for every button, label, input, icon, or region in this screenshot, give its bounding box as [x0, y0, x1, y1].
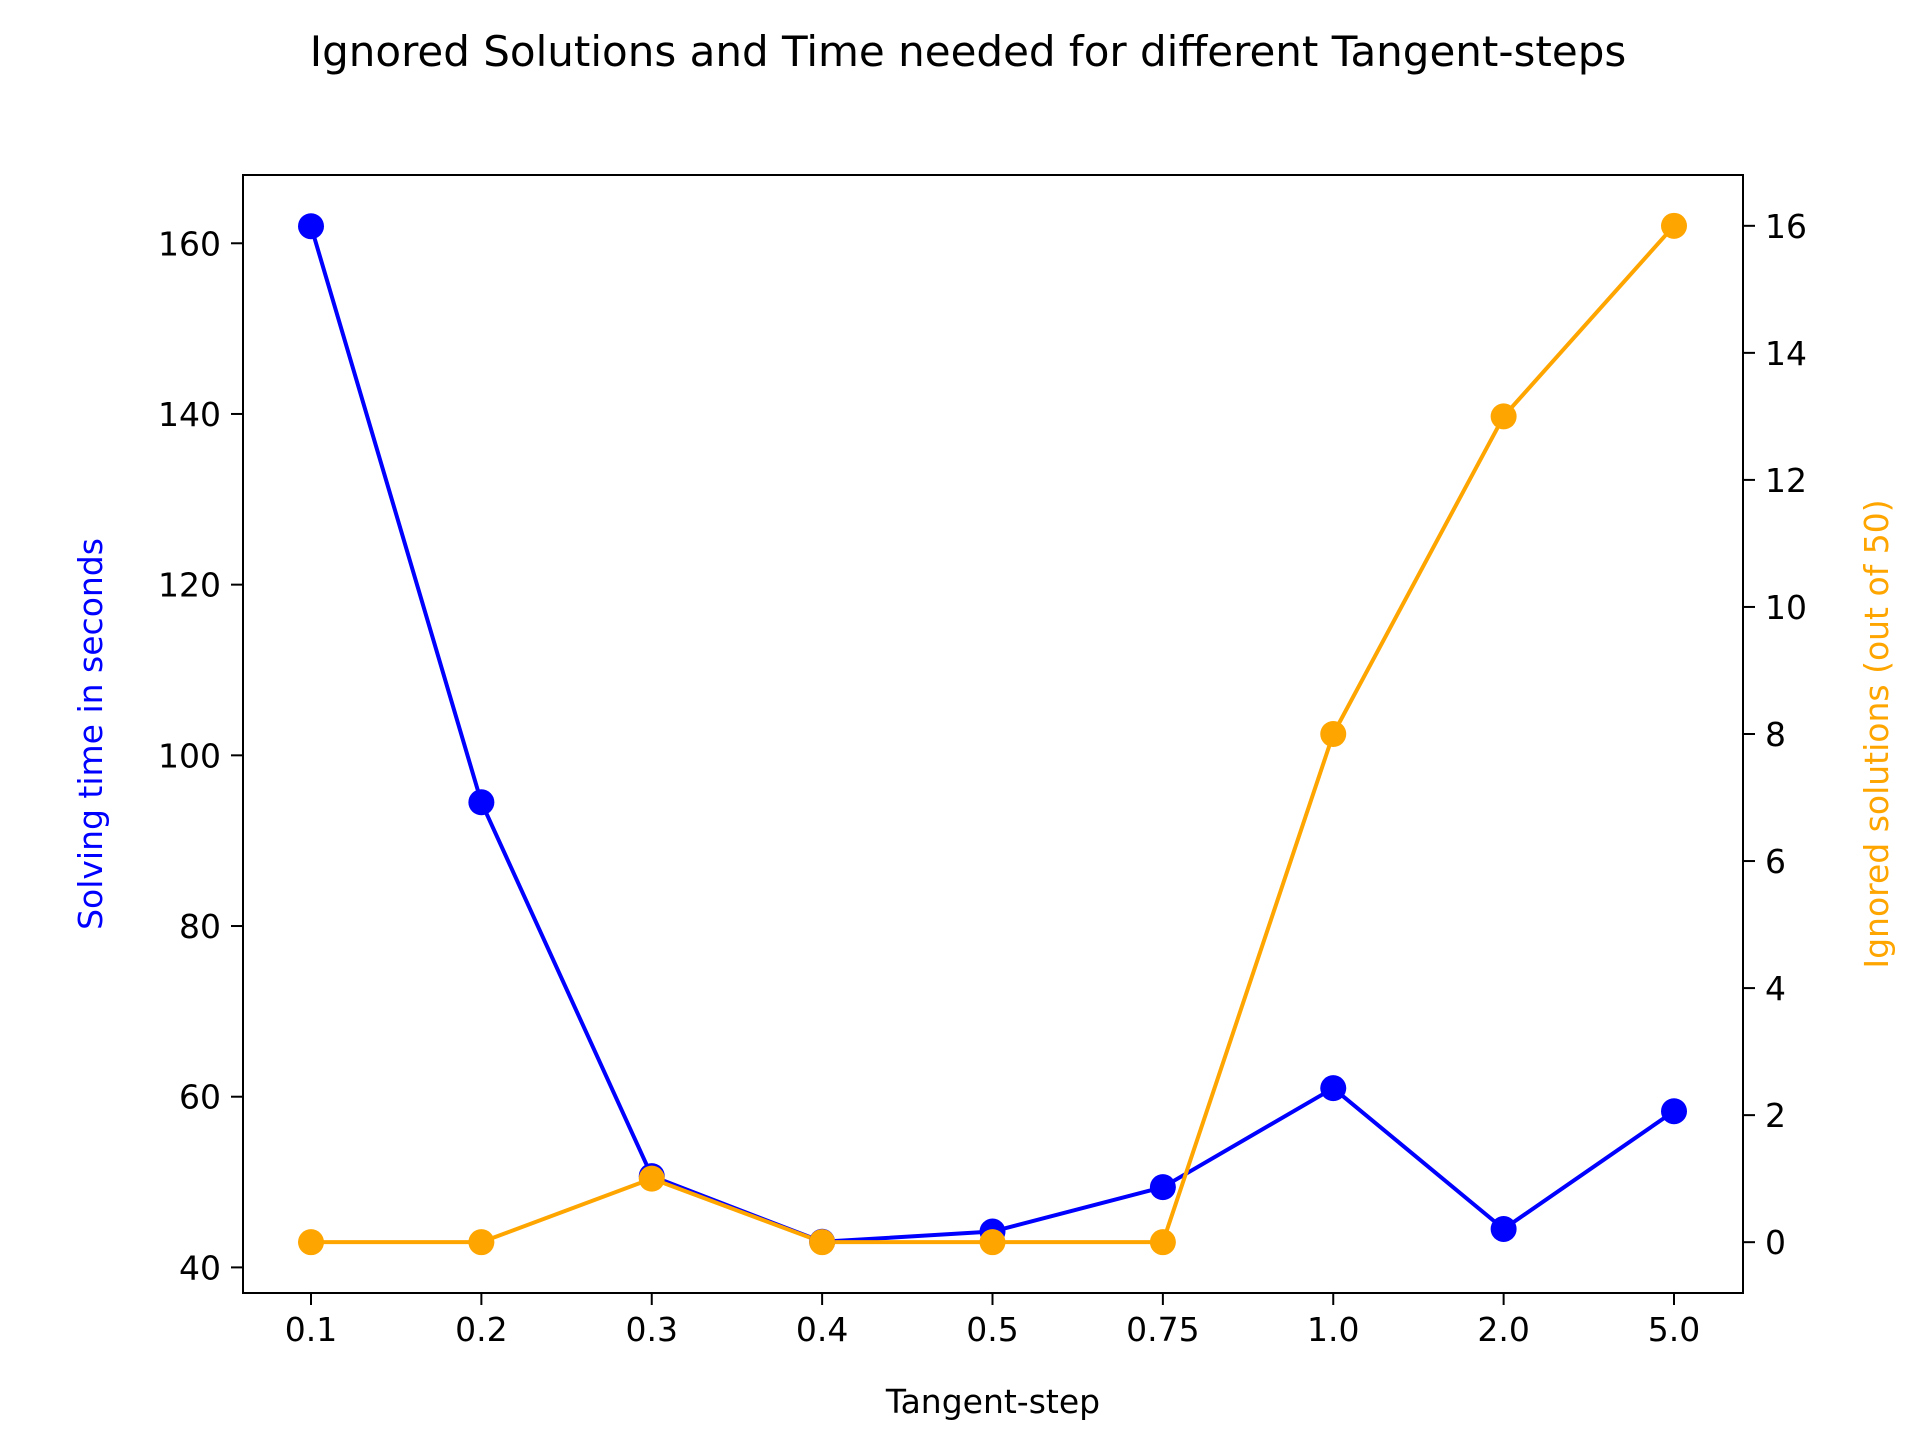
data-point-ignored-solutions: [1320, 721, 1347, 747]
data-point-solving-time: [298, 213, 324, 240]
x-axis-label: Tangent-step: [885, 1382, 1100, 1421]
y-left-tick-label: 140: [158, 395, 221, 434]
y-axis-left: 40 60 80 100 120 140 160: [158, 224, 243, 1287]
y-right-tick-label: 0: [1765, 1223, 1786, 1262]
y-right-tick-label: 14: [1765, 334, 1807, 373]
data-point-ignored-solutions: [1661, 212, 1687, 239]
y-left-tick-label: 40: [179, 1248, 221, 1287]
y-right-tick-label: 6: [1765, 842, 1786, 881]
series-lines: [309, 224, 1676, 1245]
y-left-tick-label: 120: [158, 566, 221, 605]
x-tick-label: 0.1: [285, 1310, 337, 1349]
x-tick-label: 0.75: [1126, 1310, 1199, 1349]
data-point-ignored-solutions: [298, 1229, 324, 1256]
series-line-ignored-solutions: [311, 224, 1676, 1245]
y-left-tick-label: 100: [158, 736, 221, 775]
x-axis: 0.1 0.2 0.3 0.4 0.5 0.75 1.0 2.0 5.0: [285, 1293, 1700, 1349]
data-point-solving-time: [1149, 1174, 1176, 1201]
x-tick-label: 2.0: [1477, 1310, 1529, 1349]
x-tick-label: 0.2: [455, 1310, 507, 1349]
series-markers: [298, 212, 1687, 1256]
data-point-solving-time: [1490, 1215, 1517, 1242]
y-right-tick-label: 10: [1765, 588, 1807, 627]
y-right-tick-label: 8: [1765, 715, 1786, 754]
y-right-tick-label: 2: [1765, 1096, 1786, 1135]
x-tick-label: 0.5: [966, 1310, 1018, 1349]
series-line-solving-time: [309, 225, 1676, 1244]
data-point-solving-time: [468, 789, 495, 816]
plot-frame: [242, 174, 1744, 1294]
chart-title: Ignored Solutions and Time needed for di…: [310, 27, 1627, 76]
data-point-ignored-solutions: [1149, 1229, 1176, 1256]
y-right-tick-label: 16: [1765, 207, 1807, 246]
y-left-tick-label: 160: [158, 224, 221, 263]
y-left-tick-label: 80: [179, 907, 221, 946]
data-point-ignored-solutions: [468, 1229, 495, 1256]
data-point-ignored-solutions: [638, 1165, 665, 1192]
y-right-tick-label: 4: [1765, 969, 1786, 1008]
y-left-tick-label: 60: [179, 1078, 221, 1117]
x-tick-label: 0.4: [796, 1310, 848, 1349]
data-point-ignored-solutions: [809, 1229, 836, 1256]
data-point-ignored-solutions: [979, 1229, 1006, 1256]
data-point-solving-time: [1661, 1098, 1687, 1125]
x-tick-label: 0.3: [626, 1310, 678, 1349]
y-axis-right: 0 2 4 6 8 10 12 14 16: [1743, 207, 1807, 1262]
x-tick-label: 5.0: [1648, 1310, 1700, 1349]
y-right-tick-label: 12: [1765, 461, 1807, 500]
y-axis-left-label: Solving time in seconds: [71, 538, 110, 930]
y-axis-right-label: Ignored solutions (out of 50): [1857, 499, 1896, 968]
data-point-solving-time: [1320, 1075, 1347, 1102]
x-tick-label: 1.0: [1307, 1310, 1359, 1349]
data-point-ignored-solutions: [1490, 403, 1517, 430]
